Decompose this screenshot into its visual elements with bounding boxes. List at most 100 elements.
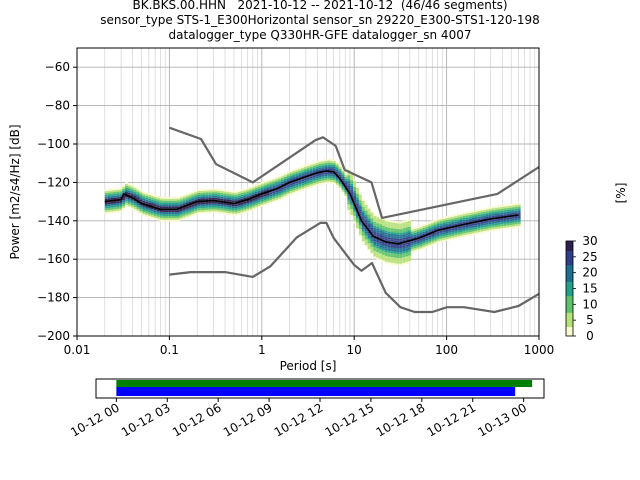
- density-cell: [405, 227, 409, 230]
- density-cell: [240, 193, 244, 195]
- density-cell: [358, 232, 362, 235]
- density-cell: [370, 250, 374, 253]
- density-cell: [509, 213, 512, 216]
- density-cell: [156, 205, 160, 208]
- density-cell: [324, 174, 328, 177]
- density-cell: [182, 202, 186, 205]
- density-cell: [168, 200, 172, 203]
- density-cell: [286, 192, 290, 195]
- density-cell: [295, 177, 299, 180]
- density-cell: [506, 219, 510, 222]
- density-cell: [315, 166, 319, 169]
- colorbar-cell: [566, 279, 573, 282]
- density-cell: [358, 204, 362, 207]
- density-cell: [511, 222, 515, 225]
- density-cell: [309, 166, 313, 169]
- density-cell: [474, 219, 478, 222]
- density-cell: [312, 181, 316, 184]
- density-cell: [457, 219, 460, 222]
- density-cell: [350, 174, 354, 177]
- density-cell: [306, 179, 310, 182]
- density-cell: [506, 211, 510, 214]
- density-cell: [384, 234, 388, 237]
- density-cell: [104, 204, 108, 207]
- density-cell: [500, 224, 504, 227]
- density-cell: [384, 232, 388, 235]
- density-cell: [292, 184, 296, 187]
- density-cell: [231, 200, 235, 203]
- density-cell: [283, 172, 287, 175]
- density-cell: [439, 227, 443, 229]
- density-cell: [350, 212, 354, 215]
- density-cell: [431, 230, 434, 233]
- density-cell: [405, 260, 409, 263]
- density-cell: [376, 253, 380, 256]
- density-cell: [113, 191, 117, 194]
- density-cell: [211, 192, 215, 195]
- density-cell: [177, 198, 180, 201]
- density-cell: [422, 229, 426, 232]
- density-cell: [260, 204, 264, 207]
- density-cell: [347, 204, 351, 207]
- density-cell: [226, 209, 229, 212]
- density-cell: [260, 183, 264, 186]
- density-cell: [321, 167, 325, 170]
- density-cell: [309, 180, 313, 183]
- density-cell: [373, 216, 377, 219]
- density-cell: [408, 253, 411, 256]
- density-cell: [240, 202, 244, 205]
- density-cell: [208, 203, 212, 206]
- density-cell: [338, 185, 342, 188]
- density-cell: [304, 178, 307, 181]
- density-cell: [511, 207, 515, 210]
- density-cell: [474, 215, 478, 218]
- density-cell: [243, 209, 247, 212]
- density-cell: [148, 202, 152, 205]
- density-cell: [301, 185, 305, 187]
- density-cell: [393, 234, 397, 237]
- density-cell: [107, 198, 111, 201]
- density-cell: [298, 176, 302, 179]
- density-cell: [306, 181, 310, 184]
- density-cell: [364, 214, 368, 217]
- density-cell: [402, 220, 406, 223]
- density-cell: [373, 248, 377, 251]
- density-cell: [237, 193, 241, 196]
- density-cell: [252, 200, 255, 203]
- density-cell: [376, 242, 380, 245]
- density-cell: [413, 230, 417, 233]
- density-cell: [459, 226, 463, 229]
- colorbar-cell: [566, 331, 573, 335]
- density-cell: [361, 233, 365, 236]
- density-cell: [517, 202, 521, 205]
- density-cell: [159, 204, 163, 207]
- density-cell: [367, 247, 371, 250]
- density-cell: [165, 196, 169, 199]
- density-cell: [468, 220, 472, 223]
- density-cell: [162, 202, 166, 205]
- density-cell: [384, 252, 388, 254]
- density-cell: [234, 213, 238, 216]
- density-cell: [347, 185, 351, 188]
- density-cell: [517, 210, 521, 213]
- density-cell: [246, 200, 250, 203]
- density-cell: [405, 223, 409, 226]
- density-cell: [234, 194, 238, 197]
- density-cell: [304, 180, 307, 183]
- density-cell: [431, 235, 434, 238]
- y-axis-label: Power [m2/s4/Hz] [dB]: [8, 124, 22, 259]
- density-cell: [433, 240, 437, 243]
- density-cell: [217, 209, 221, 212]
- density-cell: [387, 222, 391, 224]
- density-cell: [396, 248, 400, 251]
- density-cell: [151, 193, 154, 196]
- density-cell: [309, 185, 313, 188]
- density-cell: [390, 220, 394, 223]
- density-cell: [500, 214, 504, 217]
- density-cell: [373, 227, 377, 230]
- density-cell: [390, 260, 394, 263]
- density-cell: [130, 207, 134, 210]
- density-cell: [127, 200, 131, 203]
- density-cell: [494, 219, 498, 222]
- density-cell: [107, 204, 111, 207]
